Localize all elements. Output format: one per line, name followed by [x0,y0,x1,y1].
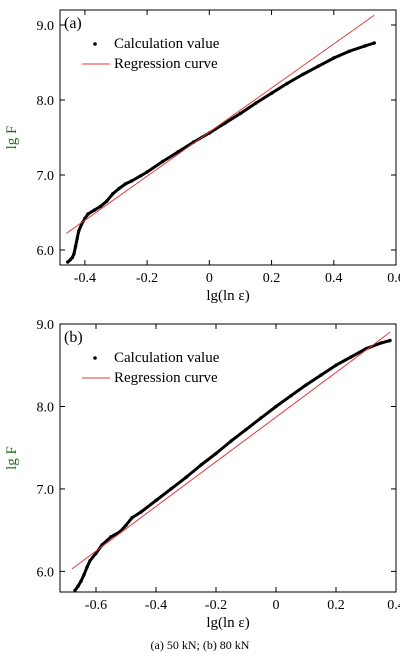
y-tick-label: 7.0 [37,483,55,498]
calculation-point [223,121,227,125]
x-tick-label: 0.6 [387,271,400,286]
calculation-point [72,252,76,256]
calculation-point [154,498,158,503]
x-tick-label: -0.6 [85,598,107,613]
calculation-point [76,229,81,233]
calculation-point [285,81,289,86]
legend-marker-points [93,42,97,46]
calculation-point [109,535,113,539]
calculation-point [139,174,143,178]
panel-label: (a) [64,15,82,32]
y-axis-label: lg F [4,126,20,150]
calculation-point [86,212,90,216]
x-tick-label: 0.2 [327,598,345,613]
calculation-point [129,179,134,183]
calculation-point [85,565,89,569]
calculation-point [289,394,293,398]
calculation-point [274,404,278,409]
y-tick-label: 6.0 [37,244,55,259]
calculation-point [379,341,383,345]
calculation-point [117,186,121,191]
x-tick-label: 0.4 [387,598,400,613]
calculation-point [70,255,75,260]
calculation-point [319,373,323,377]
legend-marker-points [93,356,97,360]
y-tick-label: 7.0 [37,169,55,184]
calculation-point [104,199,109,203]
calculation-point [269,91,274,95]
calculation-point [363,44,367,48]
calculation-point [73,244,78,248]
calculation-point [68,258,72,262]
calculation-point [176,150,180,154]
legend-label-regression: Regression curve [114,56,218,72]
calculation-point [316,64,320,68]
calculation-point [75,237,79,241]
legend-label-regression: Regression curve [114,370,218,386]
plot-frame [59,9,397,266]
calculation-point [332,56,336,60]
chart-panel-b: -0.6 -0.4 -0.2 0 0.2 0.4 6.0 7.0 8.0 9.0 lg(ln ε) l… [4,318,400,631]
calculation-point [79,579,83,583]
calculation-point [169,487,173,491]
calculation-point [98,204,103,209]
calculation-curve [66,41,376,264]
x-tick-label: 0 [273,598,280,613]
calculation-point [88,558,92,563]
y-tick-label: 8.0 [37,400,55,415]
calculation-point [111,192,115,196]
calculation-point [82,572,86,577]
y-axis-label: lg F [4,446,20,470]
calculation-point [304,383,308,387]
regression-line [71,331,391,570]
calculation-point [229,439,233,443]
plot-frame [59,323,397,593]
y-tick-label: 9.0 [37,318,55,333]
calculation-point [184,475,188,480]
calculation-point [145,170,149,174]
y-tick-label: 6.0 [37,565,55,580]
calculation-point [66,260,70,264]
calculation-point [372,41,376,45]
x-tick-label: 0.2 [263,271,281,286]
chart-panel-a: -0.4 -0.2 0 0.2 0.4 0.6 6.0 7.0 8.0 9.0 lg(ln ε) lg… [4,9,400,304]
calculation-point [334,363,338,367]
calculation-point [214,451,218,456]
calculation-point [254,101,258,105]
legend-label-calculation: Calculation value [114,350,220,366]
calculation-point [124,523,128,527]
calculation-point [130,516,134,520]
x-axis-label: lg(ln ε) [206,615,249,631]
figure-caption: (a) 50 kN; (b) 80 kN [150,638,250,652]
x-tick-label: -0.2 [205,598,227,613]
calculation-point [349,355,353,359]
x-tick-label: -0.4 [74,271,96,286]
y-tick-label: 8.0 [37,94,55,109]
calculation-point [160,159,165,164]
regression-line [65,14,375,234]
calculation-point [388,338,392,343]
calculation-point [76,584,80,588]
calculation-point [259,416,263,420]
panel-label: (b) [64,329,83,346]
calculation-point [139,510,143,514]
x-tick-label: 0.4 [325,271,343,286]
x-axis-label: lg(ln ε) [206,288,249,304]
calculation-point [300,72,305,77]
x-tick-label: 0 [206,271,213,286]
x-tick-label: -0.2 [136,271,158,286]
legend-label-calculation: Calculation value [114,36,220,52]
calculation-point [123,182,128,186]
calculation-point [347,49,352,53]
calculation-point [94,551,98,555]
x-tick-label: -0.4 [145,598,167,613]
calculation-point [92,208,96,212]
calculation-point [73,588,77,593]
calculation-point [238,111,243,116]
calculation-point [199,463,203,467]
calculation-point [244,427,248,432]
y-tick-label: 9.0 [37,19,55,34]
